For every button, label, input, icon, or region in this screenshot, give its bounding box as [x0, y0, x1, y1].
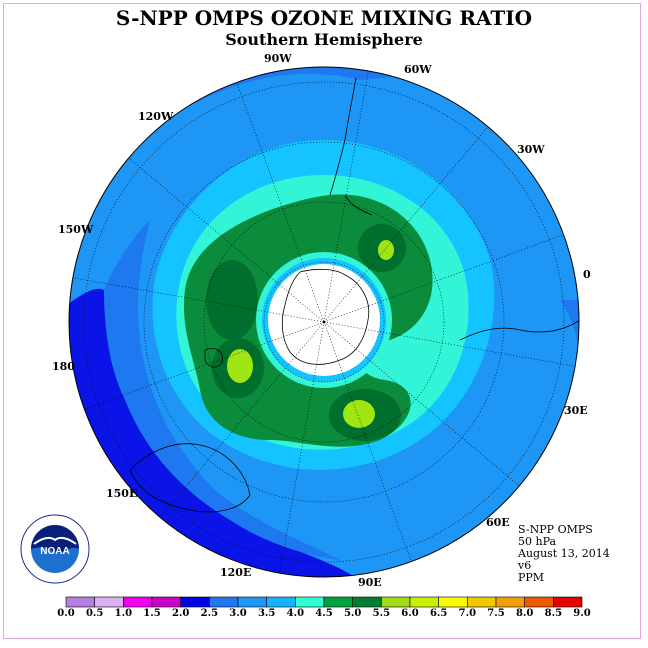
colorbar-tick-label: 5.0 — [343, 608, 362, 619]
info-block: S-NPP OMPS 50 hPa August 13, 2014 v6 PPM — [518, 524, 610, 584]
noaa-logo: NOAA — [20, 514, 90, 584]
polar-night-region — [268, 264, 380, 376]
meridian-line — [124, 154, 325, 323]
colorbar-tick-label: 2.0 — [171, 608, 190, 619]
longitude-label: 30W — [517, 143, 545, 156]
colorbar-tick-label: 8.0 — [515, 608, 534, 619]
colorbar-tick-label: 3.5 — [257, 608, 276, 619]
latitude-20s — [83, 81, 565, 563]
colorbar-tick-label: 2.5 — [200, 608, 219, 619]
latitude-60s — [203, 201, 445, 443]
longitude-label: 90W — [264, 52, 292, 65]
field-5-5-core-southwest — [227, 349, 253, 383]
africa-coastline — [459, 319, 579, 341]
field-5-5-core-southeast — [343, 400, 375, 428]
colorbar-tick-label: 1.5 — [143, 608, 161, 619]
svg-text:NOAA: NOAA — [40, 546, 69, 557]
field-2-5-band — [104, 220, 340, 560]
longitude-label: 120W — [138, 110, 174, 123]
colorbar-tick-label: 7.5 — [487, 608, 505, 619]
antarctica-coastline — [281, 268, 370, 365]
new-zealand-coastline — [204, 347, 223, 368]
meridian-line — [323, 321, 579, 368]
colorbar-tick-label: 5.5 — [372, 608, 391, 619]
meridian-line — [323, 232, 569, 323]
field-5-5-core-northeast — [378, 240, 394, 260]
colorbar-tick-label: 4.0 — [286, 608, 305, 619]
latitude-40s — [143, 141, 505, 503]
colorbar-tick-label: 7.0 — [458, 608, 477, 619]
info-instrument: S-NPP OMPS — [518, 523, 593, 536]
meridian-line — [69, 276, 325, 323]
meridian-line — [79, 321, 325, 412]
info-date: August 13, 2014 — [518, 547, 610, 560]
image-frame — [3, 3, 641, 639]
colorbar-tick-label: 1.0 — [114, 608, 133, 619]
longitude-label: 60W — [404, 63, 432, 76]
meridian-line — [234, 77, 325, 323]
australia-coastline — [129, 443, 251, 513]
longitude-label: 0 — [583, 268, 591, 281]
longitude-label: 120E — [220, 566, 252, 579]
meridian-line — [323, 321, 524, 490]
longitude-label: 180 — [52, 360, 75, 373]
colorbar-tick-label: 3.0 — [229, 608, 247, 619]
info-version: v6 — [518, 559, 532, 572]
longitude-label: 30E — [564, 404, 588, 417]
map-subtitle: Southern Hemisphere — [225, 30, 423, 49]
latitude-80s — [263, 261, 385, 383]
field-5-0-cell-west — [206, 260, 258, 340]
colorbar-tick-label: 9.0 — [573, 608, 591, 619]
meridian-line — [323, 67, 370, 323]
meridian-lines — [69, 67, 579, 577]
map-boundary — [68, 66, 580, 578]
colorbar-tick-label: 4.5 — [315, 608, 333, 619]
meridian-line — [323, 321, 414, 567]
south-america-coastline — [329, 77, 373, 216]
longitude-label: 150W — [58, 223, 94, 236]
colorbar-tick-label: 8.5 — [544, 608, 563, 619]
longitude-label: 90E — [358, 576, 382, 589]
south-pole-marker — [322, 320, 326, 324]
meridian-line — [278, 321, 325, 577]
meridian-line — [323, 122, 492, 323]
colorbar-tick-label: 6.5 — [429, 608, 448, 619]
colorbar-tick-label: 0.5 — [85, 608, 104, 619]
map-title: S-NPP OMPS OZONE MIXING RATIO — [115, 6, 533, 30]
info-units: PPM — [518, 571, 545, 584]
meridian-line — [156, 321, 325, 522]
longitude-label: 60E — [486, 516, 510, 529]
longitude-label: 150E — [106, 487, 138, 500]
info-level: 50 hPa — [518, 535, 557, 548]
colorbar-tick-label: 6.0 — [401, 608, 419, 619]
colorbar-tick-label: 0.0 — [57, 608, 75, 619]
